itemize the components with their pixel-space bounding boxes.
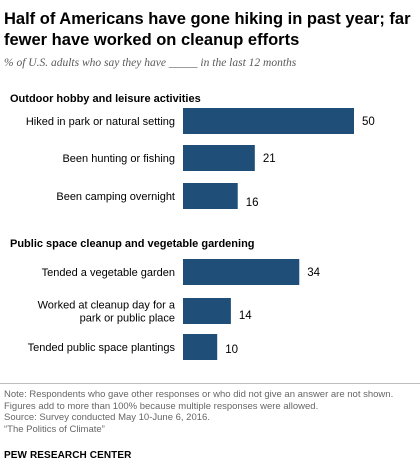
brand-logo-text: PEW RESEARCH CENTER — [4, 450, 132, 461]
bar-0-2 — [183, 183, 238, 209]
source-line: Source: Survey conducted May 10-June 6, … — [4, 412, 210, 423]
chart-notes: Note: Respondents who gave other respons… — [4, 389, 416, 435]
bar-value-0-2: 16 — [246, 197, 259, 209]
bar-value-0-0: 50 — [362, 116, 375, 128]
section-title-outdoor: Outdoor hobby and leisure activities — [10, 93, 201, 105]
bar-1-0 — [183, 259, 300, 285]
note-line: Figures add to more than 100% because mu… — [4, 400, 319, 412]
report-title-line: “The Politics of Climate” — [4, 423, 105, 435]
note-line: Note: Respondents who gave other respons… — [4, 389, 394, 400]
bar-1-1 — [183, 298, 231, 324]
bar-label-1-0: Tended a vegetable garden — [42, 267, 175, 279]
bar-0-1 — [183, 145, 255, 171]
bar-value-1-1: 14 — [239, 310, 252, 322]
bar-value-0-1: 21 — [263, 153, 276, 165]
bar-value-1-2: 10 — [225, 344, 238, 356]
chart-subtitle: % of U.S. adults who say they have _____… — [4, 57, 297, 69]
bar-label-1-1: Worked at cleanup day for a park or publi… — [38, 300, 176, 325]
chart-title-line-2: fewer have worked on cleanup efforts — [4, 31, 300, 49]
bar-label-0-2: Been camping overnight — [56, 191, 175, 203]
bar-label-0-1: Been hunting or fishing — [62, 153, 175, 165]
note-divider — [0, 383, 420, 384]
bar-0-0 — [183, 108, 354, 134]
chart-title-line-1: Half of Americans have gone hiking in pa… — [4, 10, 411, 28]
bar-label-1-2: Tended public space plantings — [28, 342, 176, 354]
bar-1-2 — [183, 334, 218, 360]
section-title-cleanup: Public space cleanup and vegetable garde… — [10, 238, 255, 250]
bar-label-0-0: Hiked in park or natural setting — [26, 116, 175, 128]
chart-title: Half of Americans have gone hiking in pa… — [4, 9, 416, 51]
bar-value-1-0: 34 — [307, 267, 320, 279]
